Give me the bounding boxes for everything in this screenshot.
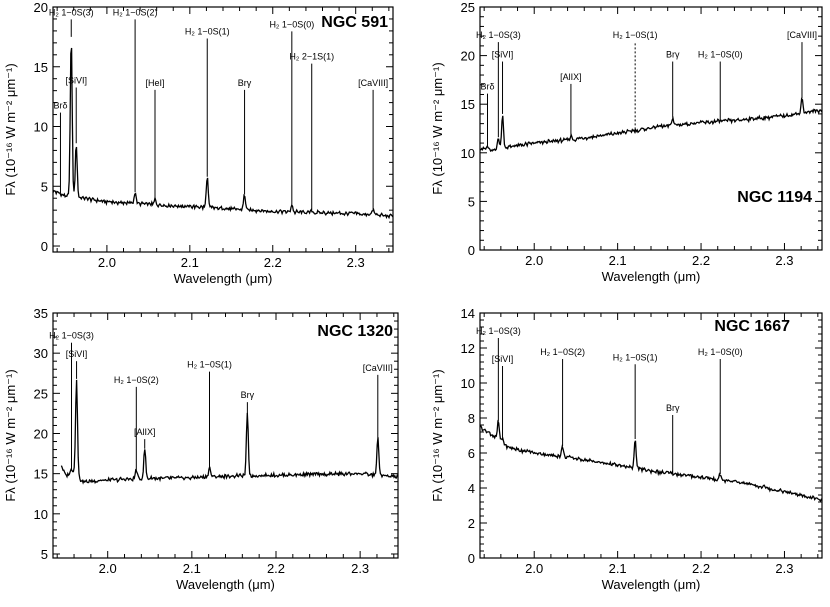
y-tick-label: 15 [34, 467, 48, 482]
panel-3: 2.0 2.1 2.2 2.3 5 10 15 20 25 30 35 Wavelength (μm)… [3, 306, 399, 592]
panel-1: 2.0 2.1 2.2 2.3 0 5 10 15 20 Wavelength (μm) Fλ (1… [3, 0, 394, 286]
chart-title: NGC 1194 [737, 189, 812, 206]
x-axis-label: Wavelength (μm) [176, 577, 275, 592]
y-tick-label: 25 [461, 0, 475, 15]
y-tick-label: 10 [461, 376, 475, 391]
spectrum-line [60, 379, 399, 485]
y-axis-label: Fλ (10⁻¹⁶ W m⁻² μm⁻¹) [3, 369, 18, 501]
line-id-label: [AlIX] [560, 72, 582, 82]
spectrum-line [479, 419, 823, 503]
line-id-label: H₂ 1−0S(3) [476, 30, 521, 40]
y-tick-label: 5 [468, 194, 475, 209]
x-tick-label: 2.2 [267, 561, 285, 576]
line-id-label: [HeI] [145, 78, 164, 88]
y-tick-label: 25 [34, 386, 48, 401]
y-tick-label: 0 [41, 239, 48, 254]
line-id-label: H₂ 1−0S(3) [49, 331, 94, 341]
line-id-label: H₂ 1−0S(3) [476, 326, 521, 336]
line-id-label: [SiVI] [65, 75, 87, 85]
line-id-label: Brγ [241, 390, 255, 400]
line-id-label: Brδ [53, 101, 67, 111]
y-tick-label: 20 [461, 49, 475, 64]
plot-frame [479, 312, 823, 559]
line-id-label: H₂ 1−0S(3) [49, 7, 94, 17]
x-tick-label: 2.0 [525, 561, 543, 576]
line-id-label: [CaVIII] [787, 30, 817, 40]
line-id-label: H₂ 1−0S(2) [113, 7, 158, 17]
x-tick-label: 2.1 [183, 561, 201, 576]
panel-4: 2.0 2.1 2.2 2.3 0 2 4 6 8 10 12 14 Wavelength (μm) Fλ… [430, 306, 823, 592]
line-id-label: Brδ [480, 82, 494, 92]
y-axis-label: Fλ (10⁻¹⁶ W m⁻² μm⁻¹) [3, 63, 18, 195]
y-tick-label: 15 [461, 97, 475, 112]
x-tick-label: 2.3 [775, 561, 793, 576]
y-tick-label: 0 [468, 243, 475, 258]
y-tick-label: 14 [461, 306, 475, 321]
y-axis-label: Fλ (10⁻¹⁶ W m⁻² μm⁻¹) [430, 369, 445, 501]
line-id-label: [SiVI] [492, 50, 514, 60]
y-tick-label: 10 [461, 146, 475, 161]
line-id-label: [SiVI] [492, 354, 514, 364]
line-id-label: H₂ 1−0S(2) [114, 375, 159, 385]
line-id-label: H₂ 1−0S(0) [269, 19, 314, 29]
line-id-label: H₂ 2−1S(1) [289, 52, 334, 62]
spectrum-line [479, 97, 823, 153]
line-id-label: H₂ 1−0S(2) [540, 347, 585, 357]
x-tick-label: 2.3 [351, 561, 369, 576]
y-tick-label: 10 [34, 507, 48, 522]
line-id-label: [SiVI] [66, 349, 88, 359]
y-tick-label: 10 [34, 120, 48, 135]
y-tick-label: 30 [34, 346, 48, 361]
line-id-label: H₂ 1−0S(1) [613, 30, 658, 40]
x-tick-label: 2.1 [609, 253, 627, 268]
y-tick-label: 4 [468, 481, 475, 496]
y-axis-label: Fλ (10⁻¹⁶ W m⁻² μm⁻¹) [430, 62, 445, 194]
y-tick-label: 5 [41, 179, 48, 194]
plot-frame [52, 6, 394, 253]
y-tick-label: 20 [34, 426, 48, 441]
x-tick-label: 2.2 [692, 253, 710, 268]
x-tick-label: 2.1 [181, 255, 199, 270]
y-tick-label: 20 [34, 0, 48, 15]
y-tick-label: 12 [461, 341, 475, 356]
line-id-label: Brγ [238, 78, 252, 88]
y-tick-label: 2 [468, 516, 475, 531]
chart-title: NGC 591 [321, 14, 388, 31]
line-id-label: H₂ 1−0S(1) [187, 360, 232, 370]
line-id-label: H₂ 1−0S(1) [185, 26, 230, 36]
x-tick-label: 2.0 [98, 255, 116, 270]
y-tick-label: 35 [34, 306, 48, 321]
x-axis-label: Wavelength (μm) [174, 271, 273, 286]
y-tick-label: 6 [468, 446, 475, 461]
chart-title: NGC 1667 [714, 318, 790, 335]
x-tick-label: 2.2 [264, 255, 282, 270]
y-tick-label: 8 [468, 411, 475, 426]
x-tick-label: 2.2 [692, 561, 710, 576]
x-tick-label: 2.0 [525, 253, 543, 268]
y-tick-label: 15 [34, 60, 48, 75]
line-id-label: [CaVIII] [363, 363, 393, 373]
line-id-label: [CaVIII] [358, 78, 388, 88]
chart-title: NGC 1320 [317, 323, 393, 340]
x-tick-label: 2.1 [609, 561, 627, 576]
y-tick-label: 0 [468, 551, 475, 566]
line-id-label: H₂ 1−0S(0) [698, 50, 743, 60]
x-tick-label: 2.3 [775, 253, 793, 268]
x-tick-label: 2.0 [99, 561, 117, 576]
plot-frame [52, 312, 399, 559]
line-id-label: H₂ 1−0S(0) [698, 347, 743, 357]
x-axis-label: Wavelength (μm) [602, 269, 701, 284]
line-id-label: Brγ [666, 403, 680, 413]
y-tick-label: 5 [41, 547, 48, 562]
x-tick-label: 2.3 [347, 255, 365, 270]
spectrum-line [52, 47, 394, 220]
line-id-label: H₂ 1−0S(1) [613, 352, 658, 362]
line-id-label: Brγ [666, 50, 680, 60]
x-axis-label: Wavelength (μm) [602, 577, 701, 592]
panel-2: 2.0 2.1 2.2 2.3 0 5 10 15 20 25 Wavelength (μm) Fλ … [430, 0, 823, 284]
line-id-label: [AlIX] [134, 427, 156, 437]
